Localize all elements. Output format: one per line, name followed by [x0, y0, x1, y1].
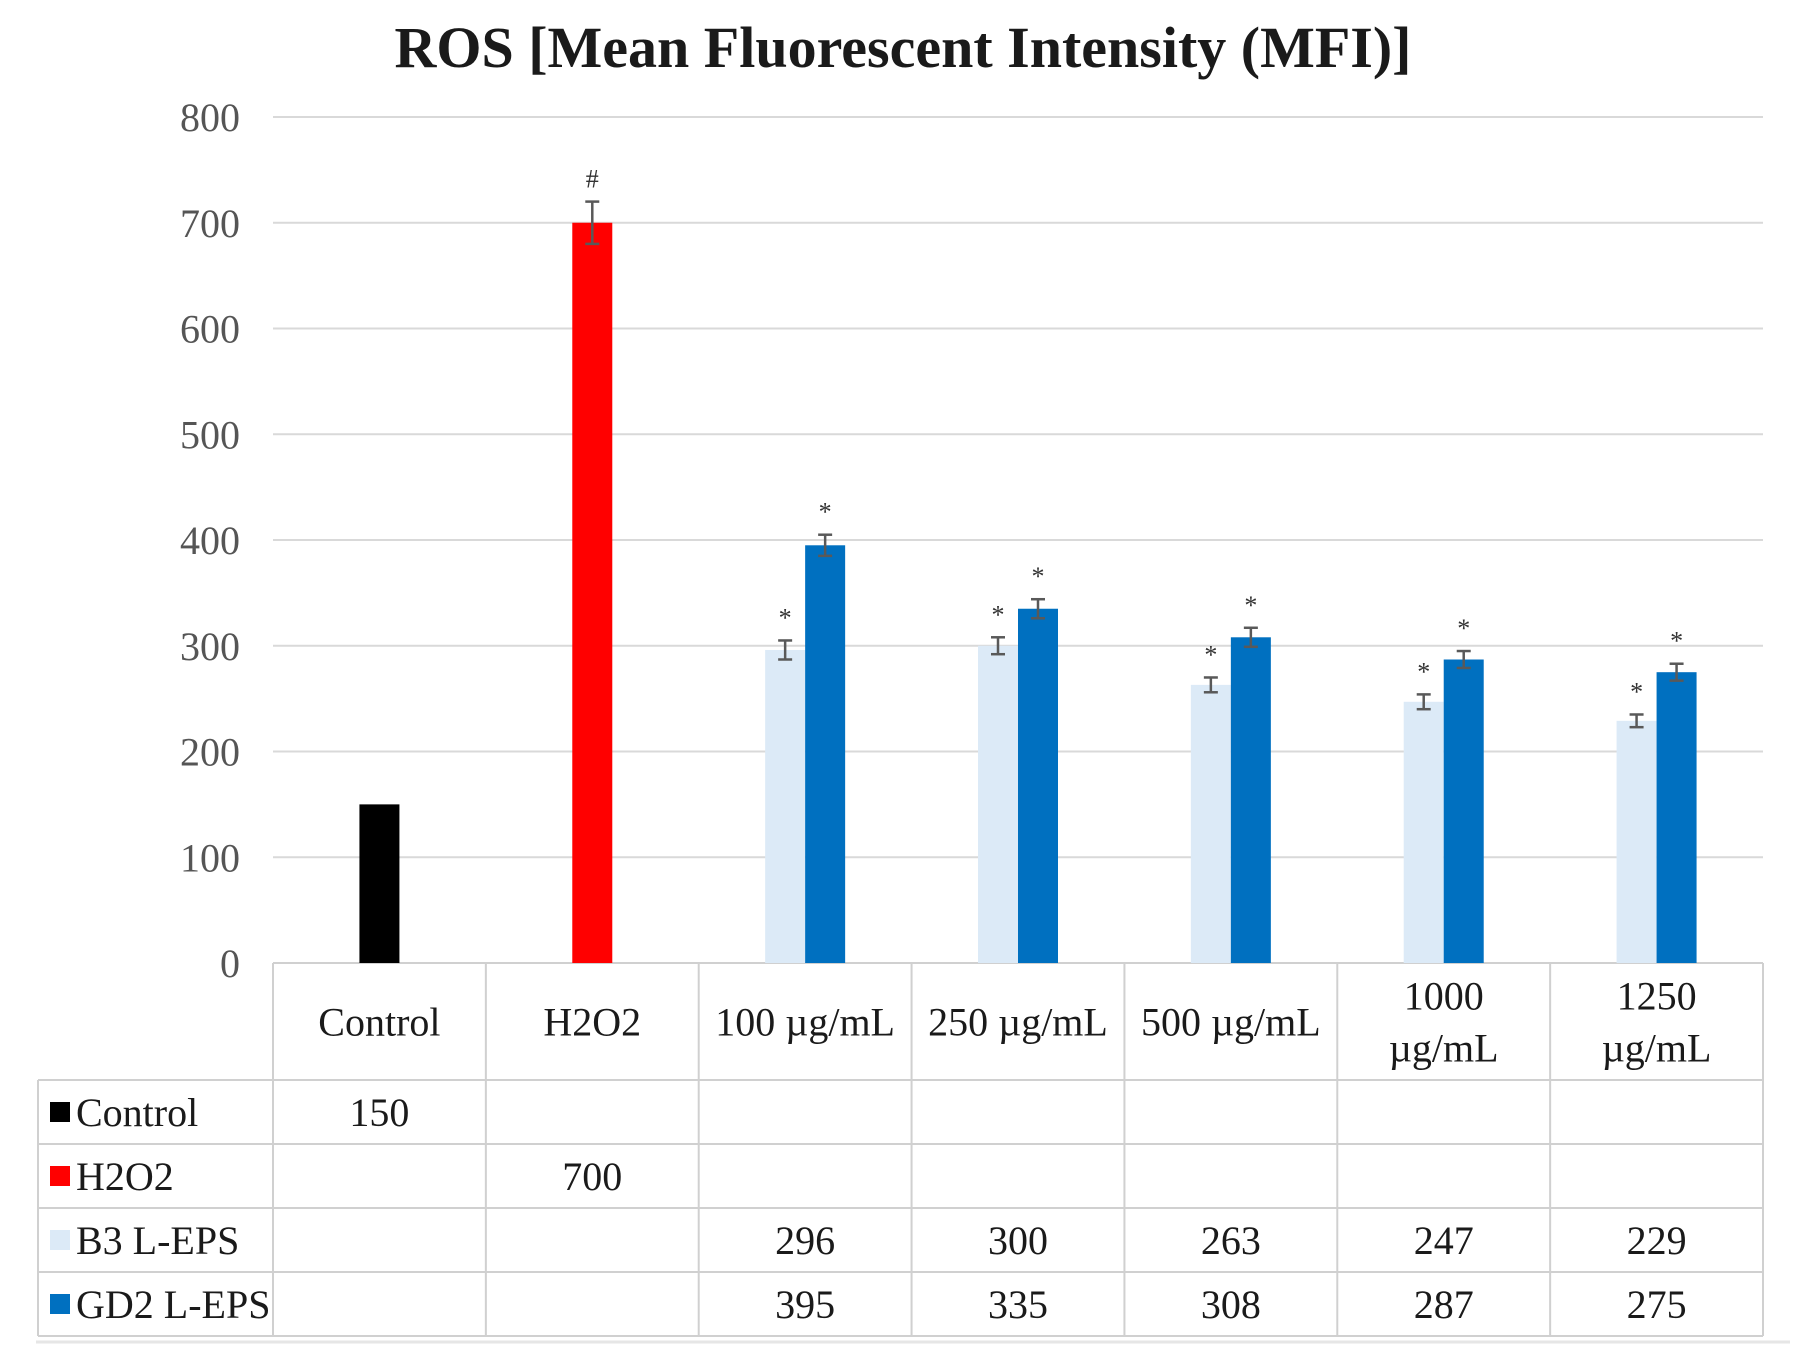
significance-marker-gd2-l-eps-500-g-ml: * — [1244, 591, 1257, 620]
y-tick-label-300: 300 — [180, 624, 240, 669]
x-category-label-250-g-ml: 250 µg/mL — [928, 1000, 1108, 1045]
x-category-label-control: Control — [318, 1000, 440, 1045]
y-tick-label-100: 100 — [180, 835, 240, 880]
data-table-value-gd2-l-eps-250-g-ml: 335 — [988, 1282, 1048, 1327]
significance-marker-gd2-l-eps-250-g-ml: * — [1032, 562, 1045, 591]
significance-marker-gd2-l-eps-100-g-ml: * — [819, 498, 832, 527]
x-category-label-500-g-ml: 500 µg/mL — [1141, 1000, 1321, 1045]
bar-gd2-l-eps-100-g-ml — [805, 545, 846, 963]
bar-b3-l-eps-1250-g-ml — [1616, 720, 1657, 963]
data-table-value-h2o2-h2o2: 700 — [562, 1154, 622, 1199]
significance-marker-b3-l-eps-250-g-ml: * — [992, 600, 1005, 629]
y-tick-label-500: 500 — [180, 412, 240, 457]
bar-gd2-l-eps-250-g-ml — [1018, 608, 1058, 963]
data-table-value-control-control: 150 — [349, 1090, 409, 1135]
bar-b3-l-eps-1000-g-ml — [1403, 701, 1444, 963]
significance-marker-h2o2-h2o2: # — [586, 165, 599, 194]
y-tick-label-0: 0 — [220, 941, 240, 986]
data-table-value-gd2-l-eps-1000-g-ml: 287 — [1414, 1282, 1474, 1327]
bar-control-control — [359, 804, 400, 963]
bar-gd2-l-eps-1000-g-ml — [1443, 659, 1484, 963]
bar-b3-l-eps-500-g-ml — [1190, 684, 1231, 963]
legend-label-control: Control — [76, 1090, 198, 1135]
bar-b3-l-eps-100-g-ml — [765, 649, 806, 963]
data-table-value-gd2-l-eps-500-g-ml: 308 — [1201, 1282, 1261, 1327]
legend-key-control — [50, 1102, 70, 1122]
x-category-label-1000-g-ml-line-1: 1000 — [1404, 974, 1484, 1019]
data-table-value-b3-l-eps-500-g-ml: 263 — [1201, 1218, 1261, 1263]
x-category-label-h2o2: H2O2 — [543, 1000, 641, 1045]
y-tick-label-400: 400 — [180, 518, 240, 563]
x-category-label-1000-g-ml-line-2: µg/mL — [1389, 1026, 1499, 1071]
significance-marker-gd2-l-eps-1250-g-ml: * — [1670, 627, 1683, 656]
legend-key-b3-l-eps — [50, 1230, 70, 1250]
legend-label-gd2-l-eps: GD2 L-EPS — [76, 1282, 270, 1327]
data-table-value-gd2-l-eps-1250-g-ml: 275 — [1627, 1282, 1687, 1327]
chart-title: ROS [Mean Fluorescent Intensity (MFI)] — [394, 15, 1412, 80]
y-tick-label-200: 200 — [180, 730, 240, 775]
significance-marker-b3-l-eps-100-g-ml: * — [779, 603, 792, 632]
significance-marker-gd2-l-eps-1000-g-ml: * — [1457, 614, 1470, 643]
legend-key-h2o2 — [50, 1166, 70, 1186]
x-category-label-100-g-ml: 100 µg/mL — [715, 1000, 895, 1045]
bar-gd2-l-eps-500-g-ml — [1230, 637, 1271, 963]
data-table-value-b3-l-eps-250-g-ml: 300 — [988, 1218, 1048, 1263]
y-tick-label-800: 800 — [180, 95, 240, 140]
legend-label-b3-l-eps: B3 L-EPS — [76, 1218, 239, 1263]
bar-b3-l-eps-250-g-ml — [978, 645, 1018, 963]
legend-label-h2o2: H2O2 — [76, 1154, 174, 1199]
x-category-label-1250-g-ml-line-1: 1250 — [1617, 974, 1697, 1019]
bar-h2o2-h2o2 — [572, 222, 613, 963]
legend-key-gd2-l-eps — [50, 1294, 70, 1314]
data-table-value-gd2-l-eps-100-g-ml: 395 — [775, 1282, 835, 1327]
x-category-label-1250-g-ml-line-2: µg/mL — [1602, 1026, 1712, 1071]
y-tick-label-700: 700 — [180, 201, 240, 246]
data-table-value-b3-l-eps-100-g-ml: 296 — [775, 1218, 835, 1263]
significance-marker-b3-l-eps-500-g-ml: * — [1204, 640, 1217, 669]
data-table-value-b3-l-eps-1000-g-ml: 247 — [1414, 1218, 1474, 1263]
bar-gd2-l-eps-1250-g-ml — [1656, 672, 1697, 963]
y-tick-label-600: 600 — [180, 307, 240, 352]
significance-marker-b3-l-eps-1000-g-ml: * — [1417, 657, 1430, 686]
data-table-value-b3-l-eps-1250-g-ml: 229 — [1627, 1218, 1687, 1263]
significance-marker-b3-l-eps-1250-g-ml: * — [1630, 677, 1643, 706]
